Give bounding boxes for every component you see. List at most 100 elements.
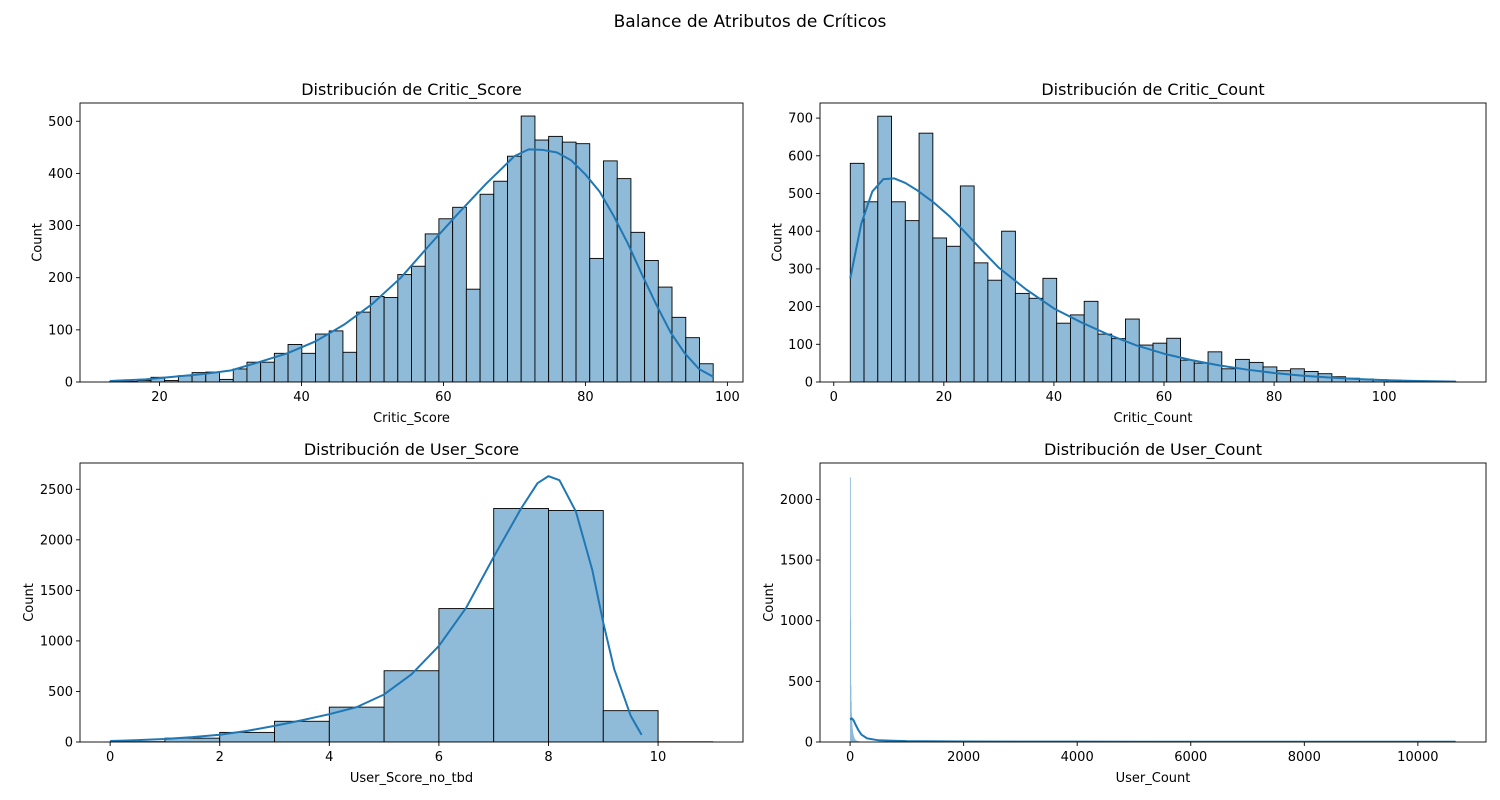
y-tick-label: 200 bbox=[48, 271, 73, 286]
histogram-bars bbox=[849, 115, 1457, 382]
y-tick-label: 1500 bbox=[780, 554, 813, 569]
plot-frame bbox=[79, 102, 744, 383]
histogram-bar bbox=[548, 135, 563, 382]
y-tick-label: 600 bbox=[788, 149, 813, 164]
x-tick-label: 10000 bbox=[1397, 750, 1438, 765]
x-tick-label: 0 bbox=[846, 750, 854, 765]
y-axis-label: Count bbox=[770, 223, 785, 262]
y-tick-label: 500 bbox=[788, 187, 813, 202]
subplot-title: Distribución de Critic_Score bbox=[301, 80, 522, 100]
histogram-bar bbox=[369, 296, 385, 382]
histogram-bar bbox=[438, 608, 495, 742]
histogram-bar bbox=[685, 337, 700, 382]
histogram-bar bbox=[932, 237, 948, 382]
histogram-bar bbox=[1152, 342, 1168, 382]
histogram-bar bbox=[575, 143, 591, 382]
histogram-bar bbox=[260, 361, 275, 382]
y-tick-label: 1000 bbox=[780, 614, 813, 629]
histogram-bars bbox=[849, 477, 862, 742]
histogram-bar bbox=[397, 274, 412, 382]
x-axis-label: User_Score_no_tbd bbox=[350, 771, 473, 786]
histogram-bar bbox=[1069, 314, 1085, 382]
x-tick-label: 2000 bbox=[947, 750, 980, 765]
histogram-bar bbox=[959, 185, 975, 382]
histogram-bar bbox=[918, 132, 934, 382]
figure-suptitle: Balance de Atributos de Críticos bbox=[613, 12, 887, 32]
histogram-bar bbox=[891, 201, 906, 382]
histogram-bar bbox=[1125, 318, 1140, 382]
histogram-bar bbox=[589, 257, 604, 382]
x-tick-label: 0 bbox=[830, 390, 838, 405]
histogram-bar bbox=[644, 260, 659, 382]
histogram-bar bbox=[548, 510, 604, 742]
x-axis-label: Critic_Count bbox=[1114, 411, 1193, 426]
x-tick-label: 100 bbox=[1372, 390, 1397, 405]
histogram-bar bbox=[301, 352, 316, 382]
histogram-bar bbox=[946, 245, 961, 382]
y-tick-label: 2000 bbox=[780, 493, 813, 508]
x-tick-label: 8 bbox=[544, 750, 552, 765]
histogram-bar bbox=[1056, 322, 1071, 382]
y-tick-label: 300 bbox=[48, 219, 73, 234]
histogram-bar bbox=[561, 141, 577, 382]
x-tick-label: 100 bbox=[715, 390, 740, 405]
histogram-bar bbox=[1083, 300, 1099, 382]
histogram-bar bbox=[657, 286, 673, 382]
kde-line bbox=[849, 177, 1456, 382]
x-tick-label: 40 bbox=[1046, 390, 1063, 405]
histogram-bar bbox=[1221, 368, 1237, 382]
x-tick-label: 4000 bbox=[1061, 750, 1094, 765]
histogram-bar bbox=[987, 279, 1003, 382]
x-tick-label: 10 bbox=[650, 750, 667, 765]
histogram-bar bbox=[438, 218, 454, 382]
histogram-bar bbox=[1014, 292, 1030, 382]
histogram-bar bbox=[849, 477, 851, 742]
histogram-bar bbox=[411, 265, 426, 382]
y-tick-label: 500 bbox=[48, 115, 73, 130]
histogram-bar bbox=[1097, 333, 1113, 382]
histogram-bars bbox=[109, 508, 714, 742]
y-tick-label: 500 bbox=[788, 675, 813, 690]
kde-line bbox=[109, 148, 714, 382]
y-tick-label: 500 bbox=[48, 685, 73, 700]
subplot-user-count: 0 2000 4000 6000 8000 10000 0 500 1000 1500 2000 Di… bbox=[762, 440, 1487, 786]
histogram-bar bbox=[356, 311, 371, 382]
histogram-bar bbox=[1111, 338, 1126, 382]
y-tick-label: 1000 bbox=[40, 634, 73, 649]
histogram-bar bbox=[603, 160, 618, 382]
histogram-bars bbox=[109, 115, 714, 382]
histogram-bar bbox=[232, 368, 248, 382]
histogram-bar bbox=[1180, 359, 1195, 382]
plot-frame bbox=[79, 462, 744, 743]
histogram-bar bbox=[328, 706, 385, 742]
y-tick-label: 200 bbox=[788, 300, 813, 315]
x-tick-label: 20 bbox=[151, 390, 168, 405]
y-tick-label: 1500 bbox=[40, 584, 73, 599]
histogram-bar bbox=[383, 297, 399, 382]
histogram-bar bbox=[850, 619, 852, 742]
histogram-bar bbox=[1276, 370, 1292, 382]
histogram-bar bbox=[507, 155, 522, 382]
histogram-bar bbox=[1042, 277, 1058, 382]
y-tick-label: 0 bbox=[805, 376, 813, 391]
y-tick-label: 300 bbox=[788, 262, 813, 277]
y-tick-label: 2000 bbox=[40, 533, 73, 548]
x-tick-label: 60 bbox=[435, 390, 452, 405]
x-tick-label: 80 bbox=[1266, 390, 1283, 405]
histogram-bar bbox=[973, 262, 989, 382]
y-tick-label: 0 bbox=[65, 736, 73, 751]
x-tick-label: 60 bbox=[1156, 390, 1173, 405]
histogram-bar bbox=[1028, 297, 1044, 382]
histogram-bar bbox=[1207, 351, 1223, 382]
y-tick-label: 0 bbox=[805, 736, 813, 751]
x-tick-label: 8000 bbox=[1288, 750, 1321, 765]
histogram-bar bbox=[534, 139, 550, 382]
subplot-title: Distribución de Critic_Count bbox=[1041, 80, 1264, 100]
subplot-title: Distribución de User_Count bbox=[1044, 440, 1262, 460]
plot-frame bbox=[819, 462, 1487, 743]
histogram-bar bbox=[452, 206, 467, 382]
x-tick-label: 2 bbox=[216, 750, 224, 765]
y-tick-label: 0 bbox=[65, 376, 73, 391]
histogram-bar bbox=[1001, 230, 1016, 382]
